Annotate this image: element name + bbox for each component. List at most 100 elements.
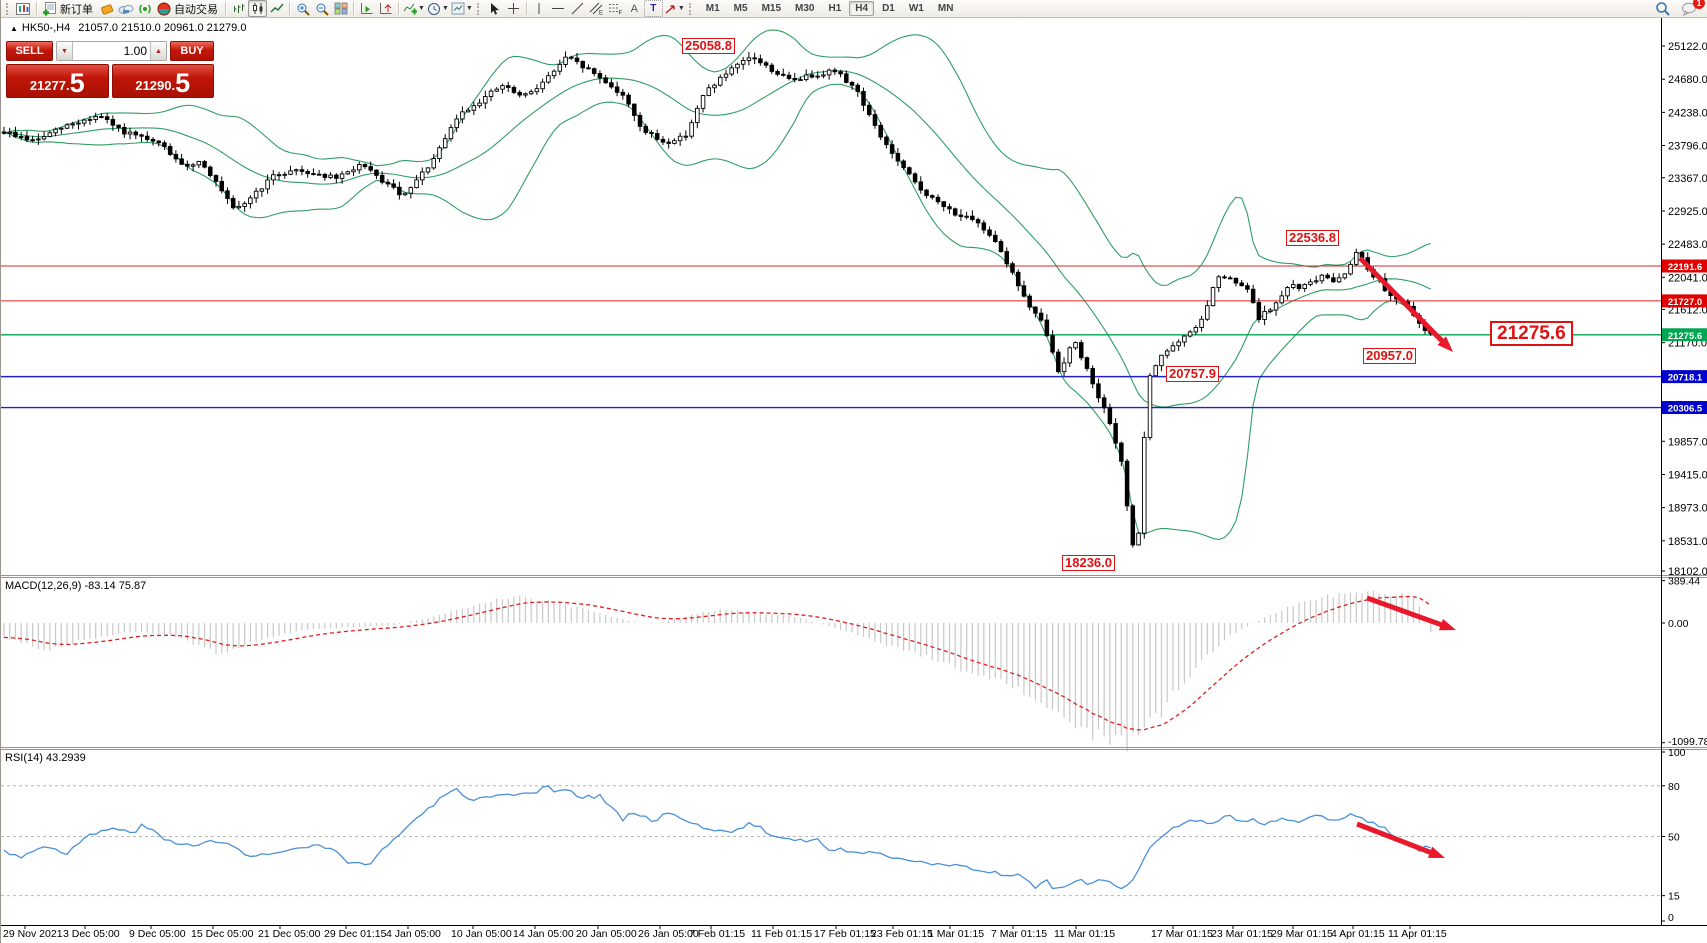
search-icon[interactable]	[1653, 0, 1672, 17]
svg-text:80: 80	[1668, 781, 1680, 793]
sell-price-main: 21277	[29, 78, 66, 93]
chart-line-icon[interactable]	[267, 0, 286, 17]
rsi-line	[3, 785, 1431, 890]
sell-price-box[interactable]: 21277. 5	[6, 64, 109, 98]
shapes-icon[interactable]: ▼	[663, 0, 686, 17]
timeframe-m15[interactable]: M15	[761, 3, 782, 14]
price-badges: 22191.6 21727.0 21275.6 20718.1 20306.5	[1662, 259, 1707, 415]
svg-text:11 Apr 01:15: 11 Apr 01:15	[1388, 928, 1447, 940]
hosting-cloud-icon[interactable]	[116, 0, 135, 17]
collapse-icon[interactable]: ▲	[10, 24, 18, 33]
svg-text:17 Mar 01:15: 17 Mar 01:15	[1151, 928, 1213, 940]
one-click-trading-panel: SELL ▼ 1.00 ▲ BUY 21277. 5 21290. 5	[6, 41, 214, 98]
svg-text:22925.0: 22925.0	[1668, 206, 1707, 218]
notification-badge: 1	[1693, 0, 1705, 9]
channel-icon[interactable]: E	[587, 0, 606, 17]
horizontal-line-icon[interactable]	[549, 0, 568, 17]
fibonacci-icon[interactable]: F	[606, 0, 625, 17]
trendline-icon[interactable]	[568, 0, 587, 17]
svg-text:29 Nov 2021: 29 Nov 2021	[3, 928, 63, 940]
autotrading-icon[interactable]	[154, 0, 173, 17]
chart-candles-icon[interactable]	[248, 0, 267, 17]
timeframe-m30[interactable]: M30	[795, 3, 815, 14]
chat-icon[interactable]: 1	[1680, 0, 1705, 17]
toolbar-separator	[525, 2, 527, 15]
svg-text:389.44: 389.44	[1668, 576, 1700, 588]
ohlc-values: 21057.0 21510.0 20961.0 21279.0	[78, 22, 247, 34]
svg-text:10 Jan 05:00: 10 Jan 05:00	[451, 928, 512, 940]
svg-text:3 Dec 05:00: 3 Dec 05:00	[63, 928, 120, 940]
chart-shift-icon[interactable]	[376, 0, 395, 17]
sell-button[interactable]: SELL	[6, 41, 53, 61]
toolbar-separator	[353, 2, 354, 15]
buy-price-main: 21290	[135, 78, 172, 93]
buy-price-dot: .	[171, 78, 176, 93]
buy-price-box[interactable]: 21290. 5	[111, 64, 214, 98]
new-order-icon[interactable]	[40, 0, 59, 17]
timeframe-m5[interactable]: M5	[733, 3, 748, 14]
timeframe-w1[interactable]: W1	[908, 3, 924, 14]
chart-bars-icon[interactable]	[229, 0, 248, 17]
svg-text:0: 0	[1668, 912, 1674, 924]
timeframe-h1[interactable]: H1	[828, 3, 842, 14]
volume-input[interactable]: 1.00	[73, 42, 150, 60]
svg-text:17 Feb 01:15: 17 Feb 01:15	[814, 928, 876, 940]
svg-text:21 Dec 05:00: 21 Dec 05:00	[258, 928, 321, 940]
volume-decrease-button[interactable]: ▼	[57, 42, 73, 60]
timeframe-d1[interactable]: D1	[882, 3, 895, 14]
svg-text:23796.0: 23796.0	[1668, 141, 1707, 153]
macd-indicator-label: MACD(12,26,9) -83.14 75.87	[5, 580, 147, 592]
svg-text:E: E	[599, 11, 603, 16]
toolbar-separator	[289, 2, 290, 15]
sell-price-fraction: 5	[69, 68, 85, 98]
svg-text:-1099.78: -1099.78	[1668, 736, 1707, 748]
svg-text:29 Dec 01:15: 29 Dec 01:15	[324, 928, 387, 940]
templates-icon[interactable]: ▼	[450, 0, 474, 17]
autotrading-label[interactable]: 自动交易	[174, 3, 218, 16]
text-tool-icon[interactable]: A	[630, 2, 638, 15]
svg-text:23 Mar 01:15: 23 Mar 01:15	[1211, 928, 1273, 940]
signals-icon[interactable]	[135, 0, 154, 17]
new-chart-icon[interactable]	[14, 0, 33, 17]
svg-text:18973.0: 18973.0	[1668, 503, 1707, 515]
timeframe-m1[interactable]: M1	[705, 3, 720, 14]
toolbar-separator	[225, 2, 226, 15]
timeframe-h4[interactable]: H4	[849, 1, 875, 16]
svg-text:100: 100	[1668, 747, 1686, 759]
svg-text:18531.0: 18531.0	[1668, 536, 1707, 548]
periods-icon[interactable]: ▼	[426, 0, 450, 17]
zoom-out-icon[interactable]	[312, 0, 331, 17]
auto-scroll-icon[interactable]	[357, 0, 376, 17]
macd-signal-line	[3, 595, 1432, 731]
new-order-label[interactable]: 新订单	[60, 3, 93, 16]
svg-text:26 Jan 05:00: 26 Jan 05:00	[638, 928, 699, 940]
cursor-icon[interactable]	[485, 0, 504, 17]
horizontal-price-lines	[1, 265, 1661, 409]
svg-text:20718.1: 20718.1	[1668, 373, 1703, 384]
sell-price-dot: .	[66, 78, 70, 93]
svg-text:22483.0: 22483.0	[1668, 239, 1707, 251]
rsi-level-lines	[1, 785, 1661, 897]
buy-button[interactable]: BUY	[170, 41, 214, 61]
timeframe-mn[interactable]: MN	[937, 3, 954, 14]
svg-text:21612.0: 21612.0	[1668, 305, 1707, 317]
toolbar-grip[interactable]	[6, 2, 11, 15]
zoom-in-icon[interactable]	[293, 0, 312, 17]
market-icon[interactable]	[97, 0, 116, 17]
add-indicator-icon[interactable]: ▼	[402, 0, 426, 17]
toolbar-grip[interactable]	[476, 2, 482, 15]
volume-increase-button[interactable]: ▲	[150, 42, 166, 60]
svg-text:1 Mar 01:15: 1 Mar 01:15	[928, 928, 984, 940]
vertical-line-icon[interactable]	[530, 0, 549, 17]
label-tool-icon[interactable]: T	[643, 0, 663, 17]
svg-text:7 Mar 01:15: 7 Mar 01:15	[991, 928, 1047, 940]
toolbar-separator	[398, 2, 399, 15]
toolbar-grip[interactable]	[688, 2, 694, 15]
crosshair-icon[interactable]	[504, 0, 523, 17]
tile-windows-icon[interactable]	[331, 0, 350, 17]
svg-text:25122.0: 25122.0	[1668, 41, 1707, 53]
rsi-indicator-label: RSI(14) 43.2939	[5, 752, 86, 764]
svg-text:19415.0: 19415.0	[1668, 469, 1707, 481]
